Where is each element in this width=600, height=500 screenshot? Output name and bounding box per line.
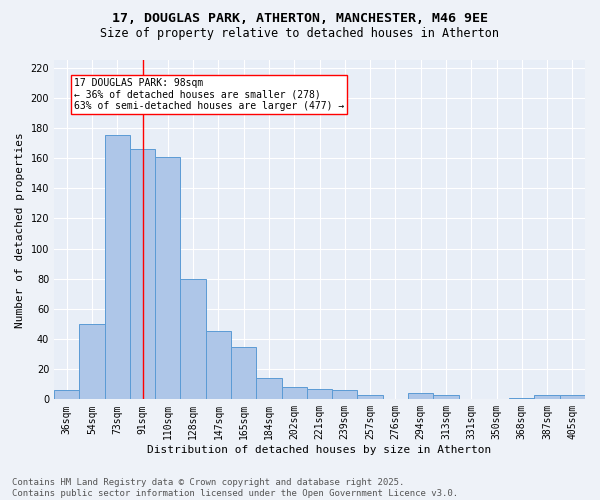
Bar	[54, 390, 79, 400]
Bar	[509, 398, 535, 400]
Bar	[104, 136, 130, 400]
Y-axis label: Number of detached properties: Number of detached properties	[15, 132, 25, 328]
Bar	[79, 324, 104, 400]
Text: 17, DOUGLAS PARK, ATHERTON, MANCHESTER, M46 9EE: 17, DOUGLAS PARK, ATHERTON, MANCHESTER, …	[112, 12, 488, 26]
Bar	[155, 156, 181, 400]
Bar	[307, 389, 332, 400]
Bar	[181, 278, 206, 400]
X-axis label: Distribution of detached houses by size in Atherton: Distribution of detached houses by size …	[148, 445, 491, 455]
Bar	[206, 332, 231, 400]
Bar	[231, 346, 256, 400]
Text: Size of property relative to detached houses in Atherton: Size of property relative to detached ho…	[101, 28, 499, 40]
Bar	[408, 394, 433, 400]
Bar	[332, 390, 358, 400]
Bar	[433, 395, 458, 400]
Bar	[281, 388, 307, 400]
Bar	[130, 149, 155, 400]
Bar	[535, 395, 560, 400]
Text: 17 DOUGLAS PARK: 98sqm
← 36% of detached houses are smaller (278)
63% of semi-de: 17 DOUGLAS PARK: 98sqm ← 36% of detached…	[74, 78, 344, 112]
Bar	[358, 395, 383, 400]
Bar	[560, 395, 585, 400]
Bar	[256, 378, 281, 400]
Text: Contains HM Land Registry data © Crown copyright and database right 2025.
Contai: Contains HM Land Registry data © Crown c…	[12, 478, 458, 498]
